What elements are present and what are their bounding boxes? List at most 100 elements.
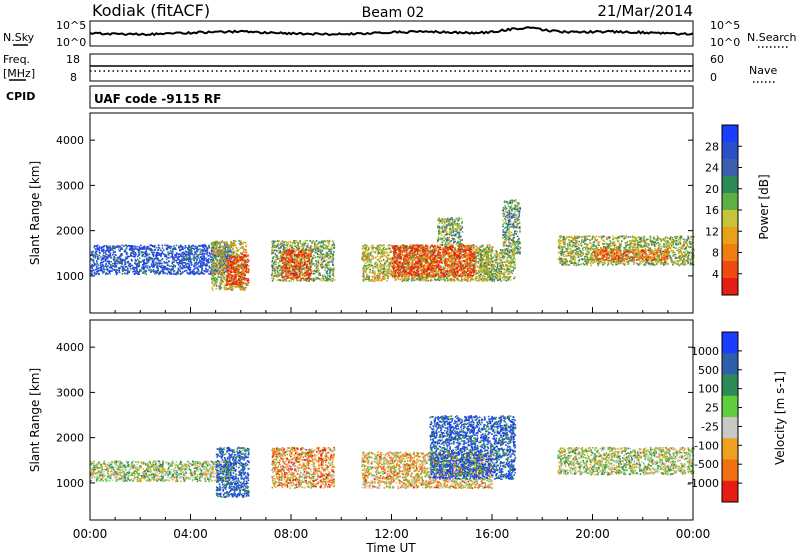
heatmap-cell bbox=[160, 265, 163, 267]
heatmap-cell bbox=[157, 254, 160, 256]
heatmap-cell bbox=[192, 272, 195, 275]
heatmap-cell bbox=[177, 262, 179, 264]
heatmap-cell bbox=[237, 273, 240, 276]
heatmap-cell bbox=[185, 254, 187, 257]
heatmap-cell bbox=[305, 274, 308, 276]
heatmap-cell bbox=[109, 252, 112, 254]
heatmap-cell bbox=[185, 258, 187, 261]
heatmap-cell bbox=[218, 285, 220, 287]
heatmap-cell bbox=[172, 257, 174, 260]
cpid-label: CPID bbox=[6, 90, 35, 103]
heatmap-cell bbox=[202, 246, 204, 248]
heatmap-cell bbox=[242, 246, 245, 248]
heatmap-cell bbox=[282, 253, 285, 256]
heatmap-cell bbox=[210, 253, 213, 255]
heatmap-cell bbox=[113, 259, 115, 262]
heatmap-cell bbox=[208, 265, 210, 268]
heatmap-cell bbox=[113, 247, 115, 249]
heatmap-cell bbox=[93, 262, 96, 265]
heatmap-cell bbox=[144, 255, 146, 258]
heatmap-cell bbox=[98, 246, 101, 248]
heatmap-cell bbox=[180, 255, 182, 257]
heatmap-cell bbox=[236, 279, 238, 281]
freq-unit-label: [MHz] bbox=[3, 67, 35, 80]
heatmap-cell bbox=[285, 265, 288, 268]
heatmap-cell bbox=[147, 269, 150, 271]
heatmap-cell bbox=[292, 265, 295, 268]
heatmap-cell bbox=[230, 283, 232, 285]
heatmap-cell bbox=[214, 244, 217, 246]
heatmap-cell bbox=[296, 244, 298, 247]
heatmap-cell bbox=[232, 268, 235, 271]
heatmap-cell bbox=[181, 258, 183, 260]
heatmap-cell bbox=[284, 278, 286, 281]
heatmap-cell bbox=[192, 258, 195, 260]
heatmap-cell bbox=[319, 265, 322, 267]
heatmap-cell bbox=[294, 251, 297, 254]
heatmap-cell bbox=[126, 256, 129, 258]
heatmap-cell bbox=[143, 267, 145, 269]
heatmap-cell bbox=[374, 251, 376, 254]
heatmap-cell bbox=[282, 259, 284, 262]
heatmap-cell bbox=[313, 277, 315, 280]
heatmap-cell bbox=[228, 258, 230, 260]
heatmap-cell bbox=[321, 248, 323, 251]
heatmap-cell bbox=[276, 250, 278, 252]
heatmap-cell bbox=[161, 250, 164, 253]
heatmap-cell bbox=[329, 248, 331, 251]
heatmap-cell bbox=[125, 248, 128, 250]
heatmap-cell bbox=[143, 248, 146, 250]
heatmap-cell bbox=[301, 265, 304, 267]
heatmap-cell bbox=[168, 252, 171, 254]
heatmap-cell bbox=[303, 255, 306, 258]
heatmap-cell bbox=[315, 263, 318, 265]
heatmap-cell bbox=[156, 254, 158, 256]
heatmap-cell bbox=[182, 254, 184, 257]
heatmap-cell bbox=[206, 247, 208, 249]
heatmap-cell bbox=[272, 246, 274, 249]
heatmap-cell bbox=[165, 268, 168, 271]
heatmap-cell bbox=[223, 262, 226, 265]
heatmap-cell bbox=[211, 252, 213, 254]
heatmap-cell bbox=[240, 252, 242, 254]
heatmap-cell bbox=[151, 270, 153, 272]
heatmap-cell bbox=[222, 261, 225, 263]
heatmap-cell bbox=[138, 247, 141, 250]
heatmap-cell bbox=[287, 261, 290, 263]
heatmap-cell bbox=[237, 255, 239, 257]
heatmap-cell bbox=[201, 269, 203, 272]
heatmap-cell bbox=[212, 266, 215, 269]
heatmap-cell bbox=[218, 267, 221, 269]
heatmap-cell bbox=[215, 287, 218, 290]
heatmap-cell bbox=[145, 262, 148, 265]
heatmap-cell bbox=[207, 262, 209, 264]
heatmap-cell bbox=[144, 251, 146, 253]
heatmap-cell bbox=[322, 278, 325, 280]
heatmap-cell bbox=[244, 254, 246, 256]
heatmap-cell bbox=[129, 248, 131, 251]
heatmap-cell bbox=[291, 265, 293, 268]
nave-label: Nave bbox=[749, 64, 777, 77]
heatmap-cell bbox=[109, 249, 112, 251]
heatmap-cell bbox=[116, 269, 119, 272]
heatmap-cell bbox=[317, 264, 319, 267]
heatmap-cell bbox=[369, 259, 371, 261]
heatmap-cell bbox=[140, 244, 142, 247]
heatmap-cell bbox=[166, 261, 169, 264]
heatmap-cell bbox=[225, 261, 228, 264]
heatmap-cell bbox=[271, 280, 274, 282]
heatmap-cell bbox=[244, 279, 246, 282]
heatmap-cell bbox=[142, 261, 145, 263]
heatmap-cell bbox=[242, 259, 244, 261]
heatmap-cell bbox=[312, 278, 314, 280]
heatmap-cell bbox=[368, 265, 370, 268]
heatmap-cell bbox=[169, 268, 171, 271]
heatmap-cell bbox=[128, 263, 130, 266]
heatmap-cell bbox=[123, 250, 126, 253]
heatmap-cell bbox=[304, 267, 306, 270]
heatmap-cell bbox=[245, 270, 247, 272]
heatmap-cell bbox=[233, 269, 236, 272]
heatmap-cell bbox=[131, 245, 133, 248]
heatmap-cell bbox=[202, 252, 204, 255]
heatmap-cell bbox=[192, 244, 194, 247]
